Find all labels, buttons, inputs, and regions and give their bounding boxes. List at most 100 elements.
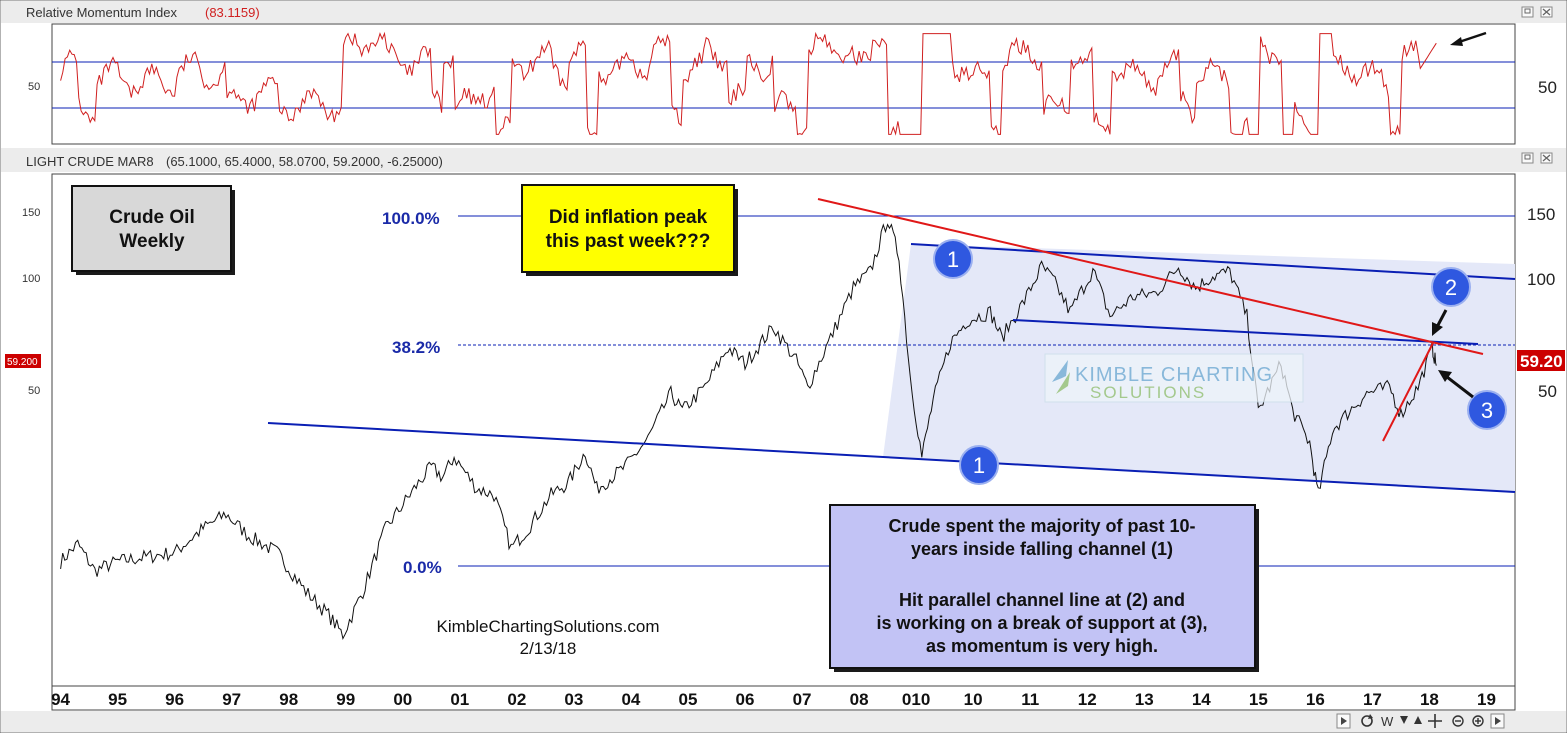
toolbar-bg [1,711,1566,732]
rmi-restore-button[interactable] [1521,6,1534,18]
x-tick-label: 05 [679,690,698,709]
x-axis-band [51,685,1516,711]
restore-icon [1524,154,1531,160]
y-tick-left-150: 150 [22,207,40,219]
triangle-down-icon [1400,716,1408,724]
refresh-button[interactable] [1361,714,1373,727]
info-box-line1: Crude spent the majority of past 10- [888,516,1195,536]
last-price-right: 59.20 [1520,352,1563,371]
title-box-bg [71,185,232,272]
title-box-line2: Weekly [119,231,185,252]
x-tick-label: 98 [279,690,298,709]
x-tick-label: 97 [222,690,241,709]
fib-0-label: 0.0% [403,558,442,577]
x-tick-label: 18 [1420,690,1439,709]
price-title: LIGHT CRUDE MAR8 [26,154,154,169]
question-box: Did inflation peak this past week??? [521,184,738,276]
info-box: Crude spent the majority of past 10- yea… [829,504,1259,672]
x-tick-label: 02 [507,690,526,709]
y-tick-left-50: 50 [28,385,40,397]
channel-parallel-line [1012,319,1479,345]
rmi-plot-area [51,23,1516,145]
rmi-left-tick: 50 [28,81,40,93]
chevron-end-icon [1495,717,1501,725]
y-tick-right-100: 100 [1527,270,1555,289]
zoom-out-button[interactable] [1452,715,1464,727]
circle-1a-label: 1 [947,247,959,272]
x-tick-label: 16 [1306,690,1325,709]
period-down-button[interactable] [1400,716,1408,724]
watermark-line1: KIMBLE CHARTING [1075,364,1273,386]
question-box-bg [521,184,735,273]
rmi-panel: Relative Momentum Index (83.1159) 50 50 [1,1,1566,145]
x-tick-label: 19 [1477,690,1496,709]
x-tick-label: 00 [393,690,412,709]
x-tick-label: 17 [1363,690,1382,709]
rmi-arrow [1450,31,1487,46]
falling-resistance-line [817,198,1484,355]
zoom-out-icon [1452,715,1464,727]
x-tick-label: 94 [51,690,70,709]
x-tick-label: 08 [850,690,869,709]
price-restore-button[interactable] [1521,152,1534,164]
x-tick-label: 03 [564,690,583,709]
weekly-toggle-icon[interactable]: W [1381,714,1394,729]
circle-marker-1a: 1 [933,239,973,279]
zoom-in-button[interactable] [1472,715,1484,727]
info-box-line2: years inside falling channel (1) [911,539,1173,559]
x-tick-label: 13 [1135,690,1154,709]
rmi-series-line [60,31,1437,136]
question-box-line1: Did inflation peak [549,207,708,228]
x-tick-label: 04 [621,690,640,709]
x-tick-label: 07 [793,690,812,709]
arrow-to-point-3 [1438,370,1474,399]
rising-support-line [1382,342,1434,442]
y-tick-right-150: 150 [1527,205,1555,224]
last-price-left: 59.200 [7,357,38,368]
price-series-line [60,223,1437,640]
close-icon [1542,8,1551,16]
credit-text: KimbleChartingSolutions.com [437,617,660,636]
zoom-in-icon [1472,715,1484,727]
rmi-right-tick: 50 [1538,78,1557,97]
price-header-bar [1,148,1566,172]
watermark-box [1044,353,1304,403]
close-icon [1542,154,1551,162]
y-axis-right: 150 100 50 59.20 [1517,205,1565,401]
fib-100-label: 100.0% [382,209,440,228]
x-tick-label: 10 [964,690,983,709]
price-panel-header: LIGHT CRUDE MAR8 (65.1000, 65.4000, 58.0… [1,148,1566,172]
y-tick-left-100: 100 [22,273,40,285]
pan-button[interactable] [1428,714,1442,728]
watermark-logo-icon [1052,360,1068,382]
info-box-line5: is working on a break of support at (3), [876,613,1207,633]
watermark-leaf-icon [1056,372,1070,394]
circle-marker-2: 2 [1431,267,1471,307]
x-tick-label: 99 [336,690,355,709]
rmi-header-bar [1,1,1566,23]
last-price-left-badge [5,354,41,368]
price-ohlc: (65.1000, 65.4000, 58.0700, 59.2000, -6.… [166,154,443,169]
title-box: Crude Oil Weekly [71,185,235,275]
rmi-title: Relative Momentum Index [26,5,178,20]
period-up-button[interactable] [1414,716,1422,724]
date-text: 2/13/18 [520,639,577,658]
last-price-right-badge [1517,350,1565,371]
move-icon [1428,714,1442,728]
x-tick-label: 96 [165,690,184,709]
info-box-line4: Hit parallel channel line at (2) and [899,590,1185,610]
fib-382-label: 38.2% [392,338,440,357]
channel-lower-line [267,422,1516,493]
x-tick-label: 11 [1021,690,1039,709]
x-tick-label: 06 [736,690,755,709]
refresh-icon [1368,714,1373,719]
title-box-line1: Crude Oil [109,207,195,228]
restore-icon [1524,8,1531,14]
watermark: KIMBLE CHARTING SOLUTIONS [1044,353,1304,403]
x-tick-label: 01 [450,690,469,709]
x-tick-label: 12 [1078,690,1097,709]
bottom-toolbar: W [1,711,1566,732]
rmi-value: (83.1159) [205,5,260,20]
watermark-line2: SOLUTIONS [1090,383,1206,402]
